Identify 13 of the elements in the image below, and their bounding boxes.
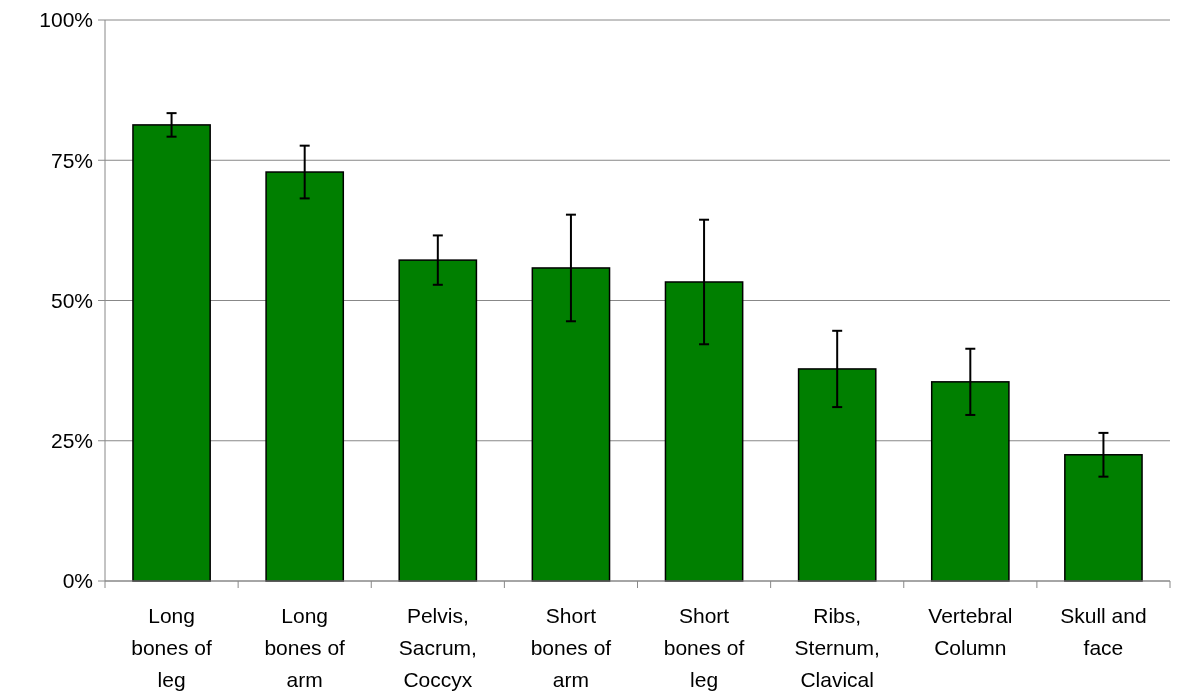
x-tick-label: Long bones of arm [264, 604, 346, 691]
x-tick-label: Long bones of leg [131, 604, 212, 691]
y-tick-label: 75% [50, 148, 93, 172]
x-tick-label: Pelvis, Sacrum, Coccyx [398, 604, 477, 691]
x-tick-label: Vertebral Column [928, 604, 1013, 659]
y-tick-label: 0% [62, 569, 93, 593]
y-tick-label: 50% [50, 288, 93, 312]
x-tick-label: Skull and face [1060, 604, 1147, 659]
x-tick-label: Short bones of arm [530, 604, 612, 691]
y-tick-label: 25% [50, 429, 93, 453]
x-tick-label: Ribs, Sternum, Clavical [794, 604, 880, 691]
x-tick-label: Short bones of leg [663, 604, 745, 691]
y-tick-label: 100% [39, 8, 93, 32]
